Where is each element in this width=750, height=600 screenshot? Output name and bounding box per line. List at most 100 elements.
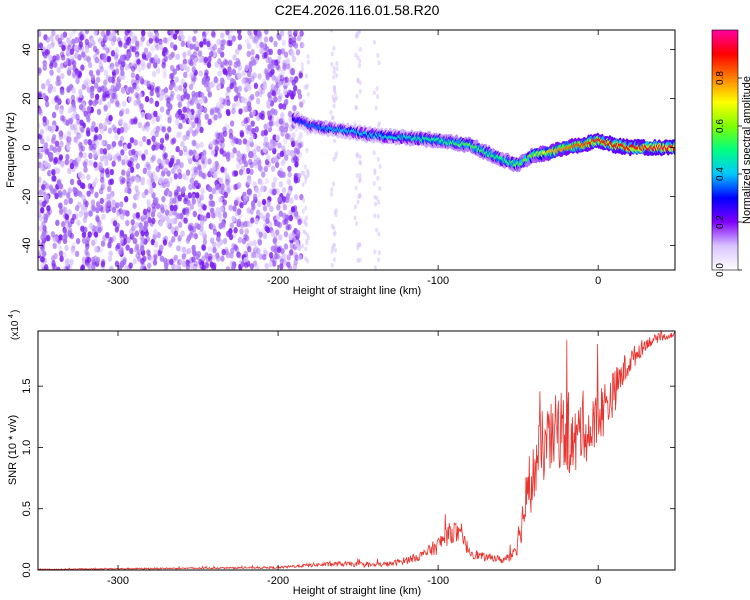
spectrogram-noise-cell (42, 250, 47, 258)
spectrogram-sparse-cell (304, 73, 308, 79)
spectrogram-noise-cell (67, 167, 72, 175)
spectrogram-noise-cell (254, 90, 260, 98)
spectrogram-noise-cell (209, 167, 214, 175)
spectrogram-noise-cell (41, 220, 46, 228)
colorbar-strip (711, 29, 739, 271)
spectrogram-noise-cell (164, 134, 170, 141)
spectrogram-noise-cell (142, 225, 147, 233)
spectrogram-noise-cell (279, 125, 284, 132)
spectrogram-noise-cell (82, 152, 87, 159)
spectrogram-noise-cell (234, 197, 240, 204)
spectrogram-noise-cell (221, 39, 226, 46)
spectrogram-noise-cell (227, 34, 233, 41)
spectrogram-noise-cell (149, 187, 154, 195)
spectrogram-noise-cell (178, 84, 183, 92)
spectrogram-sparse-cell (330, 30, 334, 33)
spectrogram-sparse-cell (330, 187, 334, 192)
spectrogram-noise-cell (152, 57, 157, 65)
spectrogram-noise-cell (51, 124, 57, 131)
spectrogram-noise-cell (41, 187, 46, 194)
spectrogram-noise-cell (266, 154, 271, 161)
spectrogram-sparse-cell (375, 227, 379, 233)
spectrogram-noise-cell (173, 204, 178, 212)
spectrogram-noise-cell (262, 205, 268, 212)
spectrogram-noise-cell (292, 85, 298, 92)
spectrogram-noise-cell (89, 143, 94, 151)
spectrogram-noise-cell (287, 171, 292, 178)
spectrogram-noise-cell (146, 178, 152, 185)
spectrogram-noise-cell (285, 57, 290, 64)
spectrogram-noise-cell (151, 135, 156, 142)
spectrogram-noise-cell (249, 263, 255, 270)
spectrogram-noise-cell (216, 38, 221, 46)
spectrogram-sparse-cell (335, 66, 339, 72)
spectrogram-noise-cell (257, 164, 263, 172)
spectrogram-noise-cell (203, 56, 209, 63)
spectrogram-noise-cell (193, 260, 199, 268)
spectrogram-noise-cell (231, 264, 236, 270)
spectrogram-noise-cell (96, 108, 102, 116)
spectrogram-noise-cell (254, 186, 260, 194)
spectrogram-noise-cell (141, 262, 146, 270)
spectrogram-noise-cell (111, 235, 117, 242)
spectrogram-noise-cell (201, 264, 206, 270)
spectrogram-noise-cell (102, 86, 107, 93)
spectrogram-noise-cell (186, 247, 192, 255)
spectrogram-noise-cell (183, 71, 188, 79)
spectrogram-noise-cell (269, 100, 275, 107)
spectrogram-noise-cell (78, 91, 83, 99)
spectrogram-noise-cell (91, 205, 97, 212)
spectrogram-sparse-cell (329, 191, 333, 197)
spectrogram-noise-cell (247, 124, 252, 132)
spectrogram-noise-cell (191, 121, 196, 129)
spectrogram-noise-cell (243, 256, 248, 264)
spectrogram-noise-cell (82, 216, 88, 224)
spectrogram-noise-cell (80, 225, 85, 232)
spectrogram-sparse-cell (333, 138, 337, 144)
spectrogram-noise-cell (112, 220, 118, 227)
spectrogram-noise-cell (225, 91, 230, 98)
spectrogram-noise-cell (127, 167, 132, 174)
spectrogram-sparse-cell (358, 58, 362, 64)
spectrogram-noise-cell (119, 237, 124, 244)
spectrogram-noise-cell (134, 243, 140, 251)
spectrogram-noise-cell (187, 149, 193, 156)
spectrogram-noise-cell (275, 229, 280, 236)
spectrogram-noise-cell (56, 97, 62, 105)
spectrogram-noise-cell (232, 54, 237, 61)
spectrogram-noise-cell (188, 157, 193, 165)
spectrogram-noise-cell (112, 35, 117, 43)
spectrogram-noise-cell (85, 243, 90, 250)
spectrogram-noise-cell (294, 30, 299, 34)
spectrogram-noise-cell (67, 209, 72, 216)
spectrogram-noise-cell (237, 236, 243, 244)
spectrogram-noise-cell (105, 30, 111, 36)
spectrogram-noise-cell (193, 30, 198, 34)
spectrogram-noise-cell (172, 33, 178, 40)
snr-multiplier-close: ) (10, 310, 21, 313)
spectrogram-noise-cell (296, 172, 302, 180)
spectrogram-noise-cell (187, 49, 192, 57)
spectrogram-noise-cell (191, 248, 197, 256)
spectrogram-noise-cell (252, 132, 258, 140)
spectrogram-noise-cell (270, 245, 276, 252)
spectrogram-noise-cell (157, 249, 162, 257)
spectrogram-noise-cell (296, 34, 302, 42)
spectrogram-noise-cell (140, 35, 146, 42)
spectrogram-noise-cell (299, 101, 304, 108)
spectrogram-noise-cell (109, 62, 115, 70)
spectrogram-noise-cell (53, 156, 58, 164)
spectrogram-noise-cell (135, 193, 140, 201)
spectrogram-sparse-cell (378, 164, 382, 169)
spectrogram-noise-cell (151, 181, 157, 189)
spectrogram-noise-cell (145, 125, 150, 133)
spectrogram-noise-cell (245, 235, 250, 242)
spectrogram-noise-cell (40, 262, 45, 270)
spectrogram-sparse-cell (335, 73, 339, 79)
spectrogram-noise-cell (275, 120, 280, 127)
spectrogram-noise-cell (238, 108, 243, 115)
spectrogram-sparse-cell (331, 115, 335, 120)
spectrogram-noise-cell (71, 87, 76, 94)
spectrogram-noise-cell (192, 35, 197, 43)
spectrogram-noise-cell (85, 127, 91, 134)
